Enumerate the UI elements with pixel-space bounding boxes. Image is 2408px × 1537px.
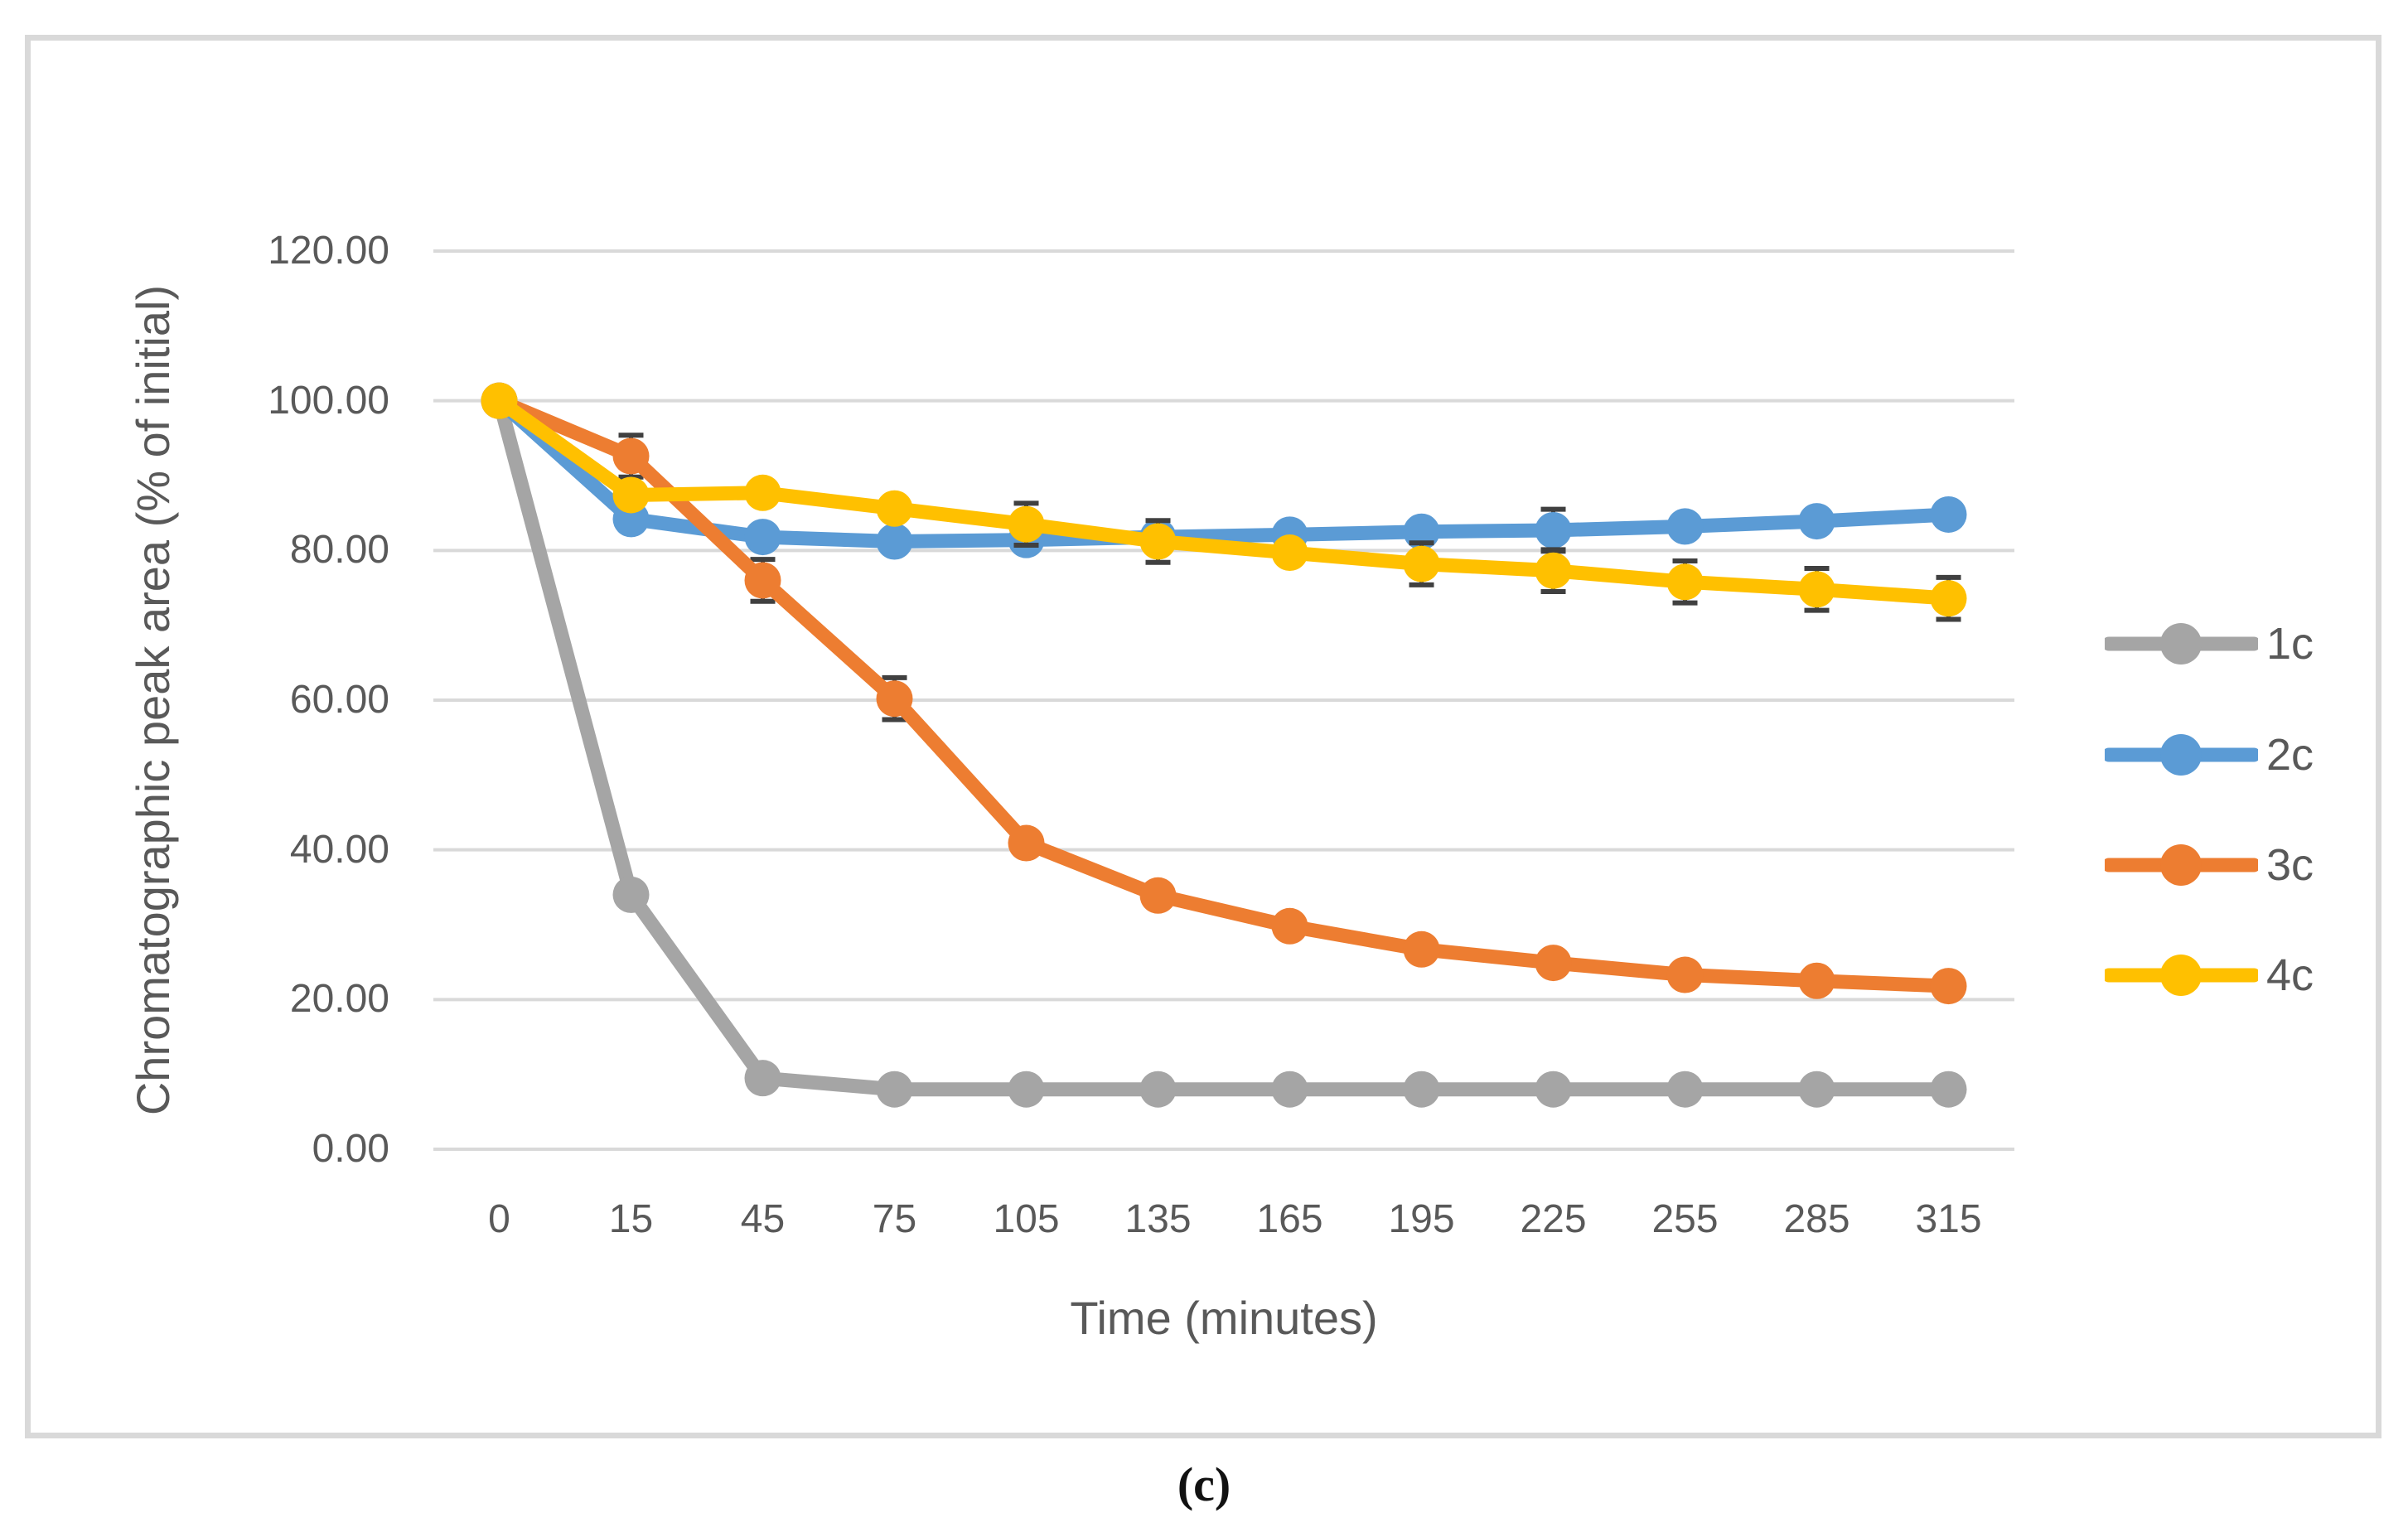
legend-marker	[2160, 844, 2202, 886]
marker-4c	[612, 476, 650, 514]
marker-1c	[1798, 1071, 1835, 1108]
series-line-1c	[492, 394, 1956, 1097]
legend-item-1c: 1c	[2105, 611, 2314, 677]
marker-2c	[876, 523, 913, 560]
marker-3c	[1008, 824, 1045, 862]
x-tick-label: 315	[1915, 1197, 1982, 1241]
chart-frame	[25, 35, 2381, 1438]
legend-marker	[2160, 623, 2202, 665]
marker-4c	[1008, 505, 1045, 543]
marker-4c	[481, 382, 518, 419]
legend-label: 3c	[2266, 840, 2314, 890]
marker-4c	[876, 490, 913, 527]
marker-1c	[1008, 1071, 1045, 1108]
x-tick-label: 255	[1651, 1197, 1719, 1241]
marker-3c	[1666, 956, 1704, 993]
y-tick-label: 100.00	[268, 378, 389, 423]
legend-swatch-3c	[2105, 844, 2258, 886]
y-axis-title: Chromatographic peak area (% of initial)	[127, 284, 179, 1116]
x-tick-label: 135	[1124, 1197, 1192, 1241]
x-tick-label: 0	[488, 1197, 510, 1241]
legend-marker	[2160, 734, 2202, 776]
marker-2c	[1535, 511, 1572, 549]
figure-caption: (c)	[1177, 1457, 1231, 1511]
marker-2c	[1798, 503, 1835, 540]
series-3c	[481, 382, 1967, 1005]
marker-3c	[876, 680, 913, 718]
marker-3c	[1798, 962, 1835, 999]
legend-label: 2c	[2266, 730, 2314, 780]
marker-1c	[1535, 1071, 1572, 1108]
marker-1c	[1271, 1071, 1308, 1108]
x-tick-label: 105	[993, 1197, 1060, 1241]
marker-1c	[1666, 1071, 1704, 1108]
marker-3c	[1930, 968, 1967, 1005]
marker-1c	[1930, 1071, 1967, 1108]
legend-label: 4c	[2266, 950, 2314, 1000]
y-tick-label: 40.00	[289, 827, 389, 872]
marker-4c	[1271, 534, 1308, 572]
marker-3c	[612, 437, 650, 475]
marker-1c	[876, 1071, 913, 1108]
y-tick-label: 0.00	[312, 1127, 389, 1171]
y-tick-label: 60.00	[289, 678, 389, 722]
marker-2c	[1930, 495, 1967, 533]
x-tick-label: 45	[740, 1197, 786, 1241]
marker-3c	[744, 562, 781, 599]
legend-item-4c: 4c	[2105, 942, 2314, 1008]
marker-1c	[612, 876, 650, 913]
marker-3c	[1403, 930, 1440, 968]
marker-4c	[744, 474, 781, 511]
marker-4c	[1666, 563, 1704, 601]
x-axis-title: Time (minutes)	[1070, 1292, 1378, 1344]
legend-swatch-2c	[2105, 734, 2258, 776]
marker-3c	[1139, 877, 1177, 914]
x-tick-label: 285	[1783, 1197, 1850, 1241]
legend-swatch-4c	[2105, 955, 2258, 996]
marker-4c	[1930, 580, 1967, 617]
marker-1c	[1139, 1071, 1177, 1108]
series-line-2c	[492, 394, 1956, 549]
marker-2c	[744, 519, 781, 556]
series-line-4c	[492, 394, 1956, 606]
marker-4c	[1403, 545, 1440, 582]
marker-2c	[1666, 508, 1704, 545]
marker-4c	[1535, 552, 1572, 589]
marker-3c	[1535, 945, 1572, 982]
y-tick-label: 80.00	[289, 528, 389, 573]
x-tick-label: 165	[1256, 1197, 1323, 1241]
series-line-3c	[492, 394, 1956, 993]
marker-4c	[1798, 571, 1835, 608]
marker-1c	[1403, 1071, 1440, 1108]
marker-3c	[1271, 907, 1308, 945]
legend-item-3c: 3c	[2105, 832, 2314, 898]
legend-marker	[2160, 955, 2202, 996]
x-tick-label: 15	[608, 1197, 654, 1241]
x-tick-label: 225	[1520, 1197, 1587, 1241]
x-tick-label: 75	[872, 1197, 917, 1241]
legend-swatch-1c	[2105, 623, 2258, 665]
marker-4c	[1139, 523, 1177, 560]
y-tick-label: 120.00	[268, 229, 389, 273]
x-tick-label: 195	[1388, 1197, 1455, 1241]
y-tick-label: 20.00	[289, 977, 389, 1022]
marker-1c	[744, 1060, 781, 1097]
legend-item-2c: 2c	[2105, 722, 2314, 788]
series-4c	[481, 382, 1967, 622]
legend-label: 1c	[2266, 619, 2314, 669]
